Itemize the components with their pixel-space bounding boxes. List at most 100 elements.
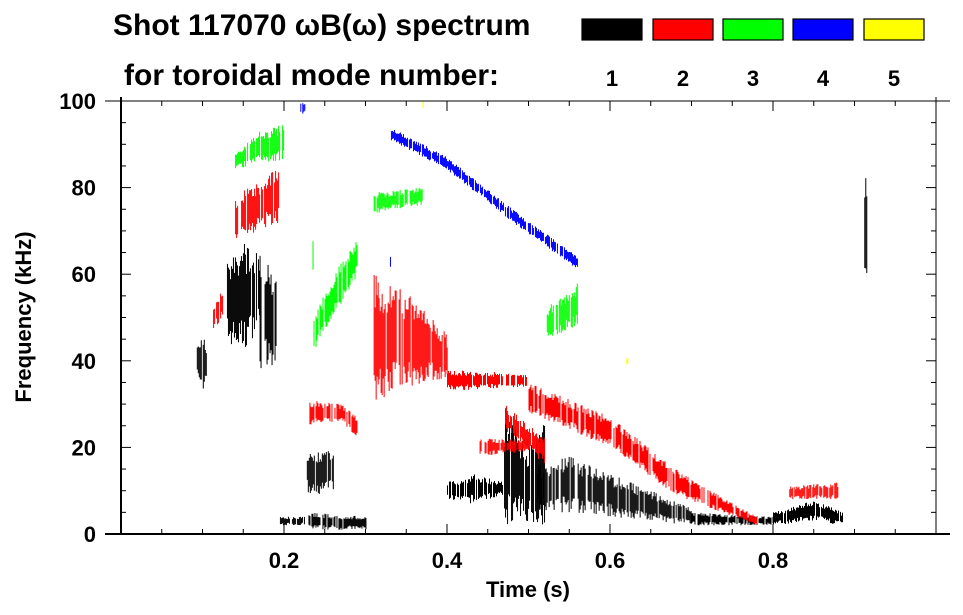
- spectral-streak: [312, 241, 314, 270]
- spectral-streak: [356, 245, 358, 266]
- spectral-streak: [309, 454, 311, 494]
- spectral-streak: [654, 496, 656, 514]
- spectral-streak: [726, 515, 728, 523]
- spectral-streak: [572, 458, 574, 499]
- spectral-streak: [321, 309, 323, 327]
- spectral-streak: [823, 485, 825, 498]
- spectral-streak: [508, 441, 510, 450]
- spectral-streak: [518, 440, 520, 499]
- spectral-streak: [352, 414, 354, 433]
- spectral-streak: [501, 204, 503, 211]
- spectral-streak: [381, 193, 383, 210]
- spectral-streak: [278, 125, 280, 152]
- spectral-streak: [529, 447, 531, 501]
- spectral-streak: [543, 425, 545, 506]
- spectral-streak: [502, 439, 504, 453]
- spectral-streak: [475, 372, 476, 386]
- spectral-streak: [470, 371, 471, 387]
- spectral-streak: [552, 399, 554, 417]
- spectral-streak: [725, 516, 727, 523]
- spectral-streak: [432, 320, 434, 380]
- mode-4-feature: [389, 129, 578, 268]
- spectral-streak: [648, 494, 650, 515]
- spectral-streak: [576, 283, 578, 324]
- spectral-streak: [629, 434, 631, 455]
- spectral-streak: [349, 411, 351, 427]
- spectral-streak: [410, 139, 412, 149]
- spectral-streak: [243, 202, 245, 229]
- spectral-streak: [553, 467, 555, 510]
- spectral-streak: [245, 148, 247, 167]
- spectral-streak: [763, 516, 765, 525]
- spectral-streak: [644, 444, 646, 471]
- spectral-streak: [522, 427, 524, 440]
- mode-1-feature: [536, 456, 692, 524]
- spectral-streak: [517, 442, 519, 512]
- spectral-streak: [712, 494, 714, 505]
- spectral-streak: [452, 164, 454, 173]
- spectral-streak: [347, 258, 349, 288]
- spectral-streak: [651, 499, 653, 520]
- spectral-streak: [562, 299, 564, 329]
- spectral-streak: [829, 507, 830, 519]
- spectral-streak: [312, 460, 314, 485]
- spectral-streak: [747, 517, 749, 525]
- spectral-streak: [386, 312, 388, 370]
- spectral-streak: [837, 513, 838, 522]
- spectral-streak: [541, 438, 543, 516]
- spectral-streak: [486, 482, 487, 499]
- spectral-streak: [439, 155, 441, 165]
- spectral-streak: [637, 486, 639, 511]
- spectral-streak: [793, 506, 794, 521]
- spectral-streak: [575, 258, 577, 266]
- spectral-streak: [737, 508, 739, 519]
- spectral-streak: [331, 403, 333, 422]
- spectral-streak: [746, 511, 748, 521]
- spectral-streak: [437, 153, 439, 165]
- spectral-streak: [507, 411, 509, 432]
- spectral-streak: [485, 478, 486, 496]
- spectral-streak: [291, 519, 293, 524]
- spectral-streak: [257, 259, 259, 309]
- spectral-streak: [633, 493, 635, 519]
- mode-1-feature: [259, 255, 277, 369]
- spectral-streak: [271, 131, 273, 157]
- spectral-streak: [585, 409, 587, 429]
- spectral-streak: [797, 488, 799, 496]
- spectral-streak: [322, 297, 324, 331]
- legend-label-mode-4: 4: [817, 66, 830, 91]
- spectral-streak: [570, 457, 572, 509]
- spectral-streak: [819, 486, 821, 497]
- spectral-streak: [788, 509, 789, 524]
- spectral-streak: [551, 394, 553, 417]
- spectral-streak: [758, 518, 760, 523]
- spectral-streak: [317, 309, 319, 335]
- spectral-streak: [502, 376, 503, 386]
- spectral-streak: [554, 242, 556, 252]
- spectral-streak: [618, 477, 620, 512]
- spectral-streak: [433, 152, 435, 162]
- spectral-streak: [808, 488, 810, 499]
- spectral-streak: [466, 375, 467, 387]
- spectral-streak: [607, 475, 609, 517]
- y-tick-label: 0: [84, 522, 96, 547]
- spectral-streak: [412, 189, 414, 202]
- spectral-streak: [331, 458, 333, 482]
- spectral-streak: [320, 461, 322, 489]
- spectral-streak: [355, 242, 357, 268]
- spectral-streak: [499, 482, 500, 494]
- spectral-streak: [534, 386, 536, 412]
- spectral-streak: [272, 172, 274, 224]
- spectral-streak: [501, 374, 502, 386]
- spectral-streak: [689, 511, 691, 524]
- spectral-streak: [535, 385, 537, 413]
- spectral-streak: [408, 298, 410, 363]
- spectral-streak: [518, 375, 519, 385]
- spectral-streak: [351, 252, 353, 281]
- spectral-streak: [631, 490, 633, 513]
- spectral-streak: [488, 190, 490, 202]
- spectral-streak: [380, 192, 382, 209]
- spectral-streak: [403, 137, 405, 147]
- spectral-streak: [373, 195, 375, 212]
- spectral-streak: [488, 483, 489, 494]
